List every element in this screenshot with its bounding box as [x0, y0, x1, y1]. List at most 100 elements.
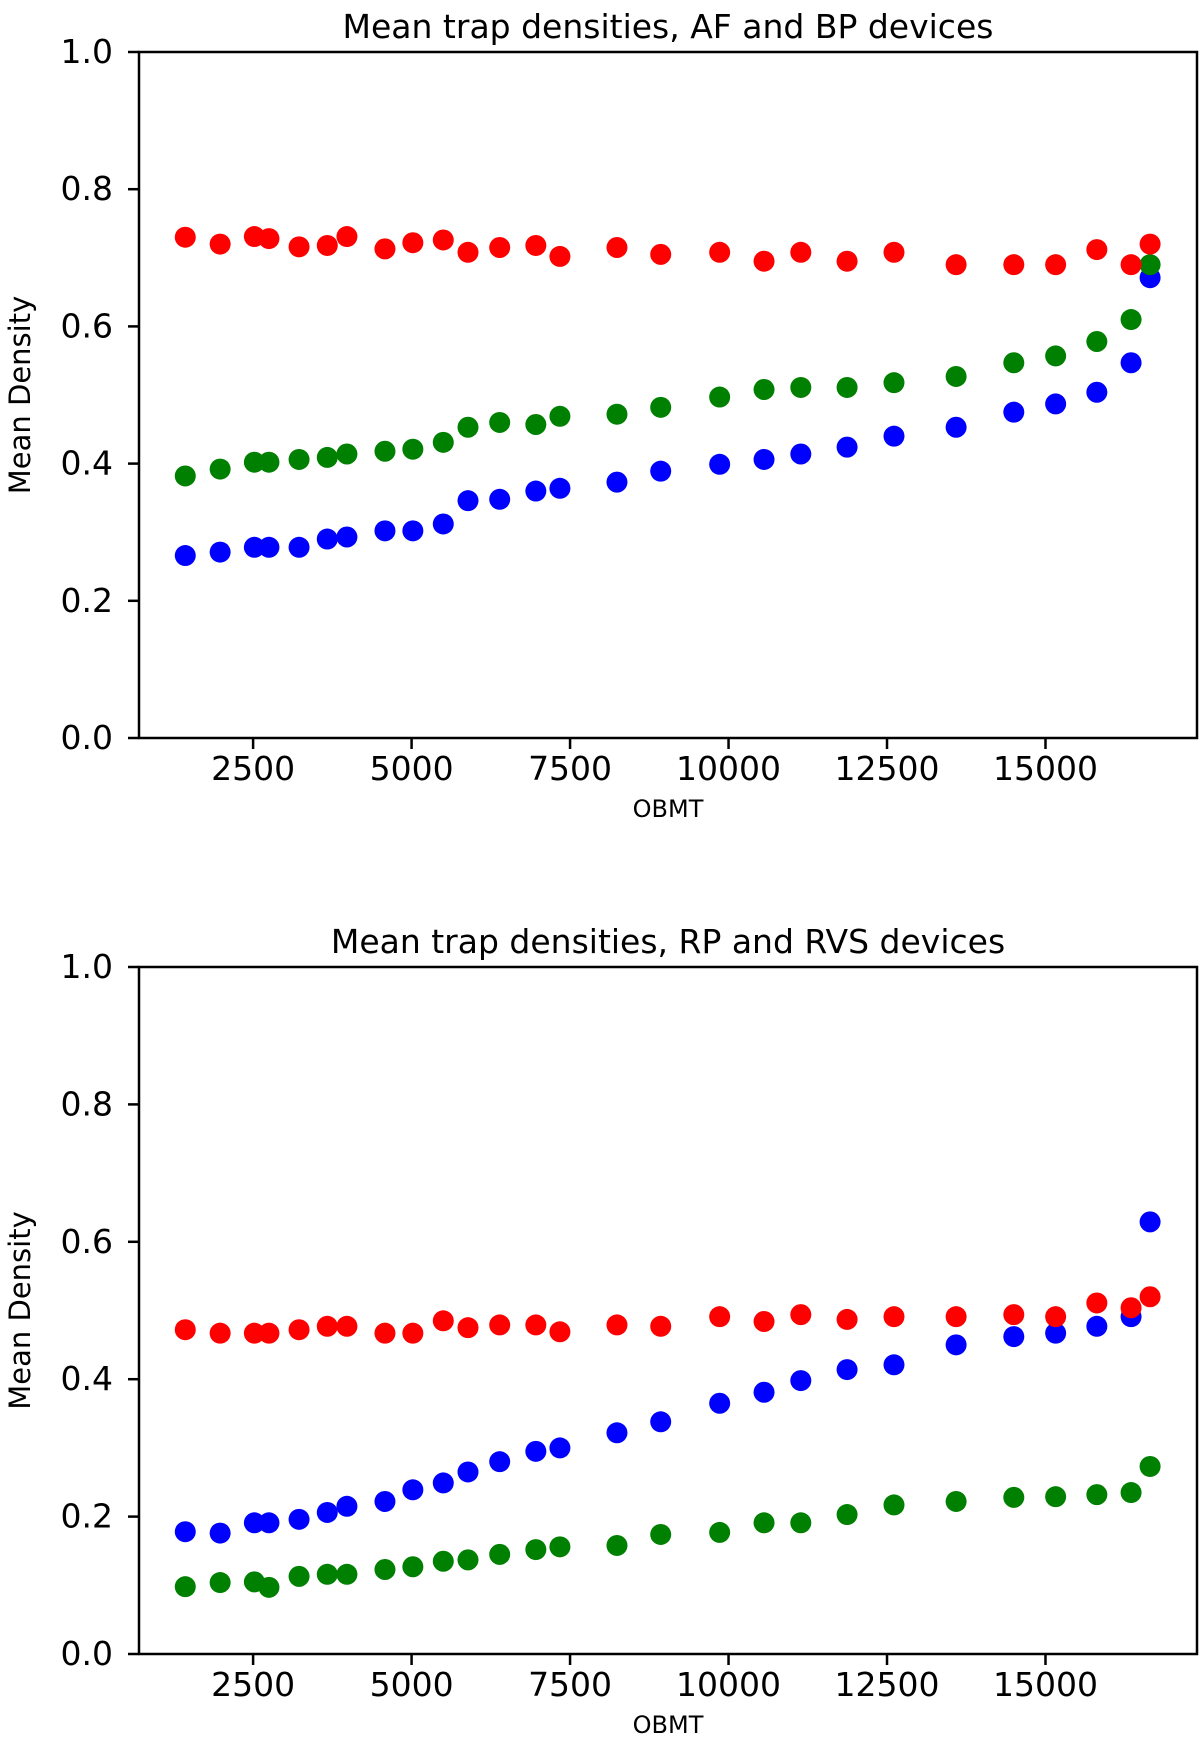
- y-tick-label: 0.0: [61, 718, 113, 757]
- chart-title: Mean trap densities, AF and BP devices: [343, 7, 994, 46]
- green-series-point: [549, 1536, 571, 1558]
- green-series-point: [316, 446, 338, 468]
- x-tick-label: 10000: [676, 749, 781, 788]
- axes-box: [137, 50, 1199, 740]
- red-series-point: [258, 228, 280, 250]
- green-series-points: [174, 1455, 1161, 1598]
- red-series-point: [374, 1322, 396, 1344]
- blue-series-point: [606, 1422, 628, 1444]
- red-series-point: [288, 236, 310, 258]
- red-series-point: [209, 233, 231, 255]
- green-series-point: [432, 1550, 454, 1572]
- red-series-point: [1086, 239, 1108, 261]
- blue-series-point: [525, 1440, 547, 1462]
- green-series-point: [1003, 1486, 1025, 1508]
- green-series-point: [174, 465, 196, 487]
- green-series-point: [753, 1512, 775, 1534]
- blue-series-point: [1086, 1315, 1108, 1337]
- x-tick-label: 5000: [370, 749, 454, 788]
- red-series-point: [883, 241, 905, 263]
- blue-series-point: [1003, 401, 1025, 423]
- x-tick-label: 10000: [676, 1665, 781, 1704]
- green-series-point: [489, 411, 511, 433]
- green-series-point: [790, 376, 812, 398]
- red-series-point: [457, 241, 479, 263]
- green-series-point: [374, 440, 396, 462]
- red-series-point: [1045, 1306, 1067, 1328]
- blue-series-point: [1120, 352, 1142, 374]
- red-series-point: [836, 1308, 858, 1330]
- blue-series-point: [606, 471, 628, 493]
- green-series-point: [316, 1563, 338, 1585]
- red-series-point: [606, 1314, 628, 1336]
- green-series-point: [790, 1512, 812, 1534]
- green-series-point: [1120, 309, 1142, 331]
- red-series-point: [1120, 1297, 1142, 1319]
- y-tick-label: 1.0: [61, 32, 113, 71]
- red-series-point: [753, 250, 775, 272]
- blue-series-point: [650, 460, 672, 482]
- blue-series-point: [209, 541, 231, 563]
- green-series-point: [836, 1504, 858, 1526]
- green-series-point: [258, 1576, 280, 1598]
- y-axis-label: Mean Density: [3, 296, 37, 494]
- blue-series-point: [457, 1461, 479, 1483]
- blue-series-point: [209, 1522, 231, 1544]
- blue-series-point: [374, 520, 396, 542]
- blue-series-points: [174, 1211, 1161, 1544]
- green-series-point: [457, 1549, 479, 1571]
- blue-series-point: [883, 1354, 905, 1376]
- red-series-point: [709, 1306, 731, 1328]
- x-axis-label: OBMT: [633, 1711, 704, 1739]
- green-series-point: [1139, 1455, 1161, 1477]
- red-series-point: [1045, 254, 1067, 276]
- chart-af-bp-devices: Mean trap densities, AF and BP devices 25…: [3, 7, 1199, 823]
- green-series-point: [709, 1521, 731, 1543]
- red-series-point: [432, 1310, 454, 1332]
- red-series-point: [606, 237, 628, 259]
- green-series-point: [243, 451, 265, 473]
- y-tick-label: 0.8: [61, 169, 113, 208]
- x-tick-label: 2500: [211, 1665, 295, 1704]
- blue-series-point: [432, 513, 454, 535]
- blue-series-point: [790, 1370, 812, 1392]
- red-series-point: [336, 226, 358, 248]
- blue-series-point: [432, 1472, 454, 1494]
- x-tick-label: 7500: [528, 749, 612, 788]
- blue-series-point: [489, 1451, 511, 1473]
- x-tick-label: 15000: [993, 749, 1098, 788]
- x-tick-label: 12500: [835, 1665, 940, 1704]
- blue-series-point: [709, 1392, 731, 1414]
- red-series-points: [174, 1286, 1161, 1344]
- red-series-point: [525, 234, 547, 256]
- chart-title: Mean trap densities, RP and RVS devices: [331, 922, 1005, 961]
- green-series-point: [258, 451, 280, 473]
- green-series-point: [402, 1556, 424, 1578]
- red-series-point: [489, 237, 511, 259]
- blue-series-point: [174, 1521, 196, 1543]
- red-series-point: [402, 1322, 424, 1344]
- green-series-point: [1045, 1486, 1067, 1508]
- red-series-point: [258, 1322, 280, 1344]
- green-series-point: [288, 1565, 310, 1587]
- red-series-point: [489, 1314, 511, 1336]
- green-series-point: [374, 1558, 396, 1580]
- blue-series-point: [650, 1411, 672, 1433]
- blue-series-point: [288, 536, 310, 558]
- red-series-point: [432, 229, 454, 251]
- y-tick-label: 0.8: [61, 1084, 113, 1123]
- green-series-point: [432, 431, 454, 453]
- blue-series-point: [402, 1479, 424, 1501]
- blue-series-point: [457, 490, 479, 512]
- blue-series-point: [243, 1512, 265, 1534]
- green-series-points: [174, 254, 1161, 487]
- green-series-point: [883, 1494, 905, 1516]
- red-series-point: [650, 1315, 672, 1337]
- green-series-point: [525, 1539, 547, 1561]
- red-series-point: [209, 1322, 231, 1344]
- blue-series-point: [243, 536, 265, 558]
- red-series-point: [549, 245, 571, 267]
- green-series-point: [650, 1523, 672, 1545]
- red-series-point: [1139, 233, 1161, 255]
- green-series-point: [489, 1543, 511, 1565]
